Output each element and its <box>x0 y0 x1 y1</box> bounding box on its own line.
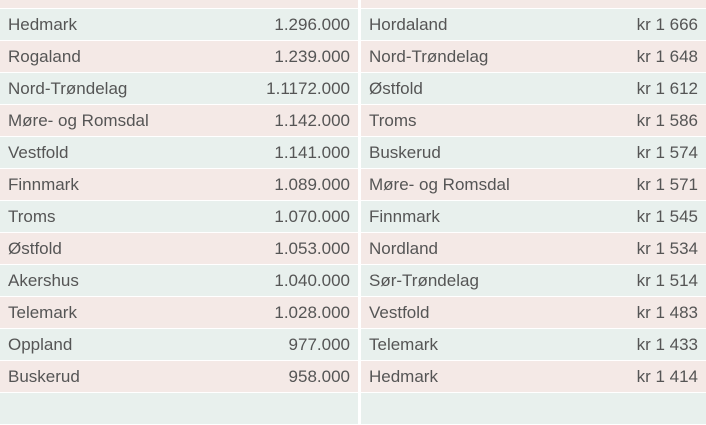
name-cell: Nord-Trøndelag <box>369 47 489 66</box>
value-cell: kr 1 571 <box>636 175 698 194</box>
name-cell: Vestfold <box>369 303 430 322</box>
name-cell: Oppland <box>8 335 73 354</box>
value-cell: 1.239.000 <box>274 47 350 66</box>
table-row: Nord-Trøndelag 1.1172.000 <box>0 73 358 105</box>
value-cell: kr 1 574 <box>636 143 698 162</box>
name-cell: Østfold <box>369 79 423 98</box>
value-cell: 1.141.000 <box>274 143 350 162</box>
table-row: Møre- og Romsdal kr 1 571 <box>361 169 706 201</box>
value-cell: 1.1172.000 <box>266 79 350 98</box>
value-cell: 1.028.000 <box>274 303 350 322</box>
left-table: Hedmark 1.296.000 Rogaland 1.239.000 Nord-Tr… <box>0 0 358 425</box>
name-cell: Telemark <box>369 335 438 354</box>
table-row: Telemark 1.028.000 <box>0 297 358 329</box>
table-row: Sør-Trøndelag kr 1 514 <box>361 265 706 297</box>
table-row: Akershus 1.040.000 <box>0 265 358 297</box>
table-row: Finnmark kr 1 545 <box>361 201 706 233</box>
divider <box>358 0 361 403</box>
name-cell: Finnmark <box>369 207 440 226</box>
table-row: Oppland 977.000 <box>0 329 358 361</box>
value-cell: kr 1 586 <box>636 111 698 130</box>
value-cell: 958.000 <box>288 367 350 386</box>
value-cell: 1.040.000 <box>274 271 350 290</box>
name-cell: Hordaland <box>369 15 448 34</box>
table-row: Nord-Trøndelag kr 1 648 <box>361 41 706 73</box>
value-cell: 1.070.000 <box>274 207 350 226</box>
name-cell: Nordland <box>369 239 438 258</box>
value-cell: kr 1 534 <box>636 239 698 258</box>
table-row: Troms kr 1 586 <box>361 105 706 137</box>
partial-row <box>0 0 358 9</box>
table-row: Østfold 1.053.000 <box>0 233 358 265</box>
name-cell: Sør-Trøndelag <box>369 271 479 290</box>
table-row: Hedmark kr 1 414 <box>361 361 706 393</box>
table-row: Vestfold kr 1 483 <box>361 297 706 329</box>
name-cell: Vestfold <box>8 143 69 162</box>
name-cell: Østfold <box>8 239 62 258</box>
value-cell: kr 1 648 <box>636 47 698 66</box>
name-cell: Troms <box>8 207 56 226</box>
partial-row <box>361 393 706 425</box>
name-cell: Akershus <box>8 271 79 290</box>
value-cell: 1.142.000 <box>274 111 350 130</box>
name-cell: Møre- og Romsdal <box>369 175 510 194</box>
table-row: Vestfold 1.141.000 <box>0 137 358 169</box>
name-cell: Nord-Trøndelag <box>8 79 128 98</box>
right-table: Hordaland kr 1 666 Nord-Trøndelag kr 1 648 Ø… <box>361 0 706 425</box>
name-cell: Troms <box>369 111 417 130</box>
value-cell: kr 1 666 <box>636 15 698 34</box>
name-cell: Rogaland <box>8 47 81 66</box>
value-cell: 1.053.000 <box>274 239 350 258</box>
name-cell: Finnmark <box>8 175 79 194</box>
table-row: Nordland kr 1 534 <box>361 233 706 265</box>
name-cell: Møre- og Romsdal <box>8 111 149 130</box>
table-row: Hedmark 1.296.000 <box>0 9 358 41</box>
table-row: Buskerud kr 1 574 <box>361 137 706 169</box>
table-row: Finnmark 1.089.000 <box>0 169 358 201</box>
name-cell: Hedmark <box>8 15 77 34</box>
name-cell: Telemark <box>8 303 77 322</box>
value-cell: 1.089.000 <box>274 175 350 194</box>
name-cell: Buskerud <box>8 367 80 386</box>
name-cell: Hedmark <box>369 367 438 386</box>
value-cell: 1.296.000 <box>274 15 350 34</box>
value-cell: kr 1 612 <box>636 79 698 98</box>
table-row: Hordaland kr 1 666 <box>361 9 706 41</box>
table-row: Rogaland 1.239.000 <box>0 41 358 73</box>
partial-row <box>361 0 706 9</box>
table-row: Østfold kr 1 612 <box>361 73 706 105</box>
value-cell: kr 1 433 <box>636 335 698 354</box>
table-row: Møre- og Romsdal 1.142.000 <box>0 105 358 137</box>
name-cell: Buskerud <box>369 143 441 162</box>
value-cell: kr 1 514 <box>636 271 698 290</box>
table-row: Buskerud 958.000 <box>0 361 358 393</box>
partial-row <box>0 393 358 425</box>
table-row: Troms 1.070.000 <box>0 201 358 233</box>
value-cell: kr 1 414 <box>636 367 698 386</box>
value-cell: kr 1 545 <box>636 207 698 226</box>
value-cell: 977.000 <box>288 335 350 354</box>
table-row: Telemark kr 1 433 <box>361 329 706 361</box>
value-cell: kr 1 483 <box>636 303 698 322</box>
